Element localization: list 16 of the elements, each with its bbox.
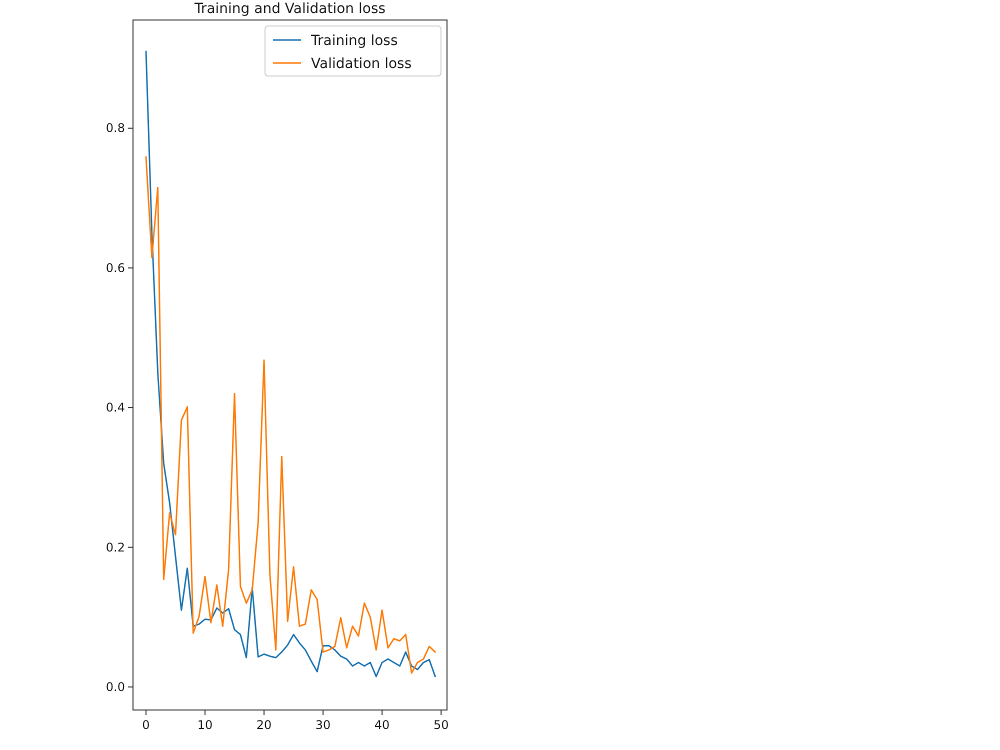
line-series [145, 50, 436, 678]
x-tick-label: 40 [374, 718, 390, 732]
x-tick-label: 20 [256, 718, 272, 732]
x-tick-label: 50 [433, 718, 449, 732]
x-tick-label: 30 [315, 718, 331, 732]
y-tick-label: 0.6 [106, 260, 125, 275]
x-tick-label: 0 [142, 718, 150, 732]
y-tick-label: 0.2 [106, 540, 125, 554]
x-tick-label: 10 [197, 718, 213, 732]
legend-label: Training loss [310, 33, 398, 49]
line-series [145, 156, 436, 674]
legend-label: Validation loss [311, 56, 412, 72]
chart-title: Training and Validation loss [193, 1, 386, 17]
y-tick-label: 0.4 [106, 400, 125, 415]
y-tick-label: 0.0 [106, 680, 125, 694]
y-tick-label: 0.8 [106, 121, 125, 136]
